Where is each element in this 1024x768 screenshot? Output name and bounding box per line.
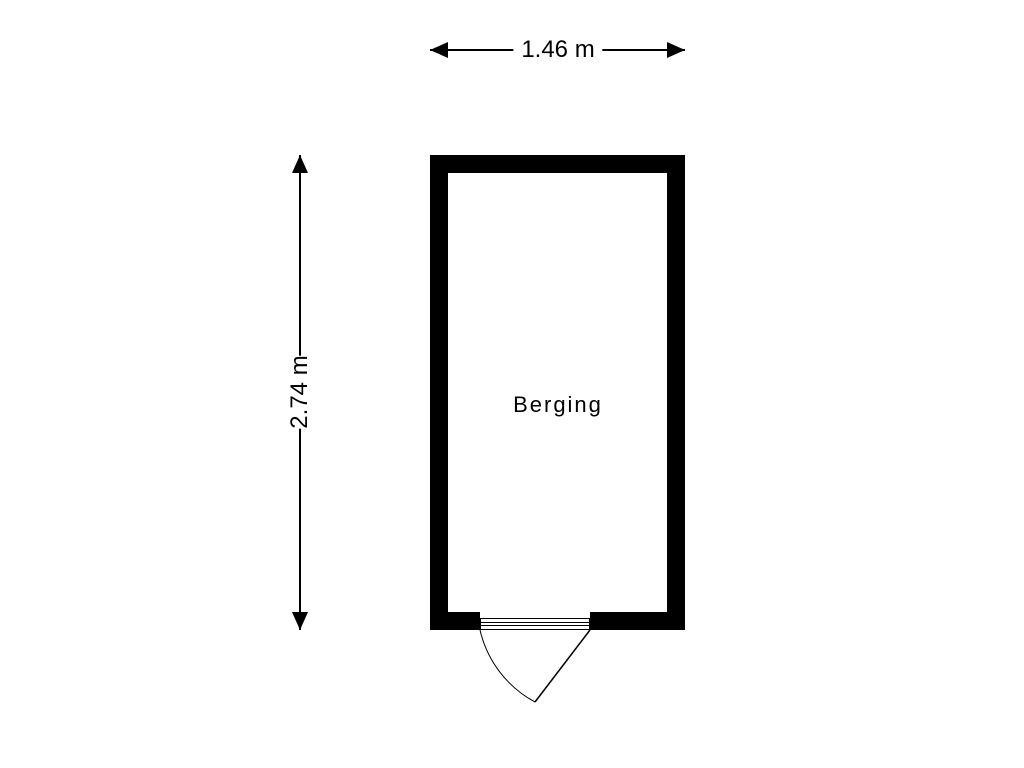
dimension-width-label: 1.46 m [513,36,602,64]
dimension-height-arrow-down [292,612,308,630]
dimension-height-arrow-up [292,155,308,173]
floorplan-container: 1.46 m 2.74 m Berging [0,0,1024,768]
dimension-height-label: 2.74 m [278,355,322,428]
dimension-width-arrow-left [430,42,448,58]
dimension-width-arrow-right [667,42,685,58]
door-swing [480,630,620,740]
door-threshold [480,618,590,630]
threshold-line-1 [481,622,589,623]
threshold-line-2 [481,625,589,626]
room-berging-label: Berging [513,392,603,418]
